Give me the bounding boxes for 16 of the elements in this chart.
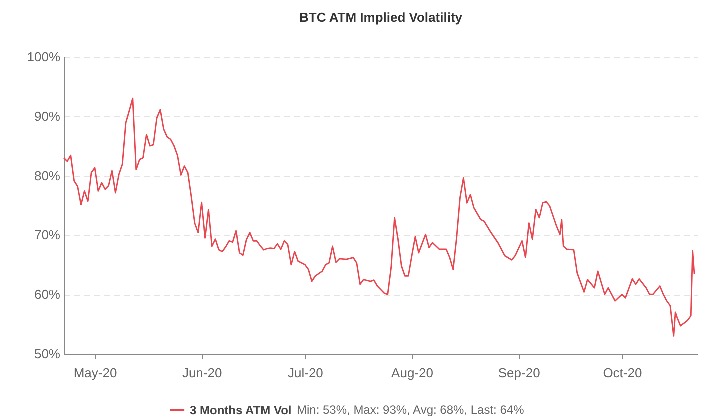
y-tick-label: 70%: [34, 228, 61, 243]
y-tick-label: 50%: [34, 346, 61, 362]
x-tick-label: Sep-20: [498, 366, 540, 380]
x-tick-label: Jul-20: [288, 366, 324, 380]
chart-title: BTC ATM Implied Volatility: [300, 10, 464, 25]
y-tick-label: 80%: [34, 168, 61, 184]
x-tick-label: Oct-20: [603, 366, 642, 380]
y-tick-label: 60%: [34, 287, 61, 302]
x-tick-label: May-20: [74, 366, 118, 380]
y-tick-label: 90%: [34, 108, 61, 124]
x-tick-label: Jun-20: [182, 366, 222, 380]
y-tick-label: 100%: [27, 50, 61, 64]
x-tick-label: Aug-20: [392, 366, 434, 380]
text: Min: 53%, Max: 93%, Avg: 68%, Last: 64%: [297, 403, 525, 417]
legend-label: 3 Months ATM Vol: [190, 404, 292, 418]
line-series: [63, 98, 696, 337]
